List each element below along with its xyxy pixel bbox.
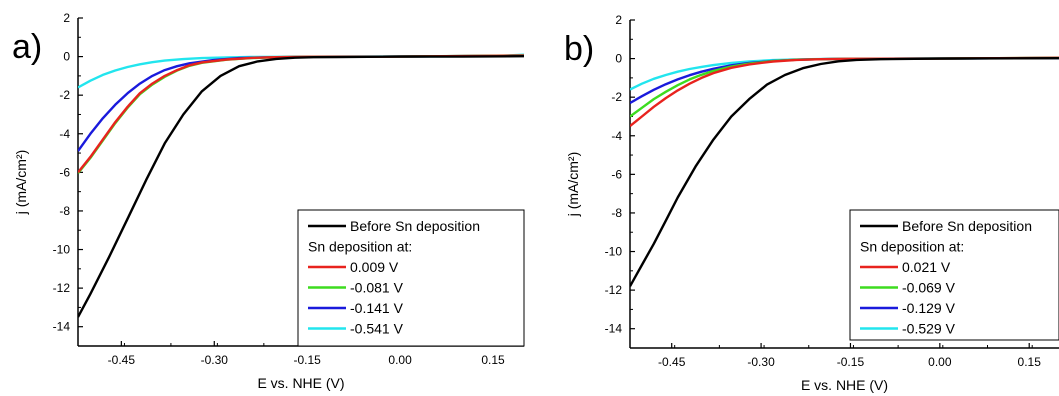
legend-label: Before Sn deposition (902, 218, 1032, 234)
x-tick-label: -0.15 (837, 355, 865, 369)
legend: Before Sn deposition Sn deposition at: 0.0… (297, 209, 525, 347)
legend-label: -0.529 V (902, 321, 956, 337)
y-tick-label: 0 (63, 50, 70, 64)
series-line-1 (78, 54, 524, 174)
legend-label: -0.141 V (350, 300, 404, 316)
x-tick-label: 0.15 (481, 353, 505, 367)
x-axis-title: E vs. NHE (V) (801, 377, 888, 393)
y-tick-label: -4 (611, 129, 622, 143)
series-line-4 (78, 53, 524, 89)
chart-panel-a: a) 2 0 -2 -4 -6 -8 -10 -12 -14 -0.45 -0.30 -0.15 0.00… (12, 11, 525, 391)
x-tick-label: 0.00 (928, 355, 952, 369)
y-tick-label: 2 (63, 11, 70, 25)
legend-subheading: Sn deposition at: (860, 239, 964, 255)
x-tick-label: -0.15 (294, 353, 322, 367)
y-axis-title: j (mA/cm²) (565, 152, 581, 218)
series-line-2 (78, 54, 524, 175)
legend-label: 0.009 V (350, 259, 399, 275)
y-tick-label: -14 (605, 322, 623, 336)
x-tick-label: -0.30 (747, 355, 775, 369)
y-tick-label: -2 (59, 88, 70, 102)
legend-subheading: Sn deposition at: (308, 239, 412, 255)
y-tick-label: -8 (611, 206, 622, 220)
panel-label: b) (564, 30, 594, 68)
legend-label: -0.081 V (350, 280, 404, 296)
series-line-3 (78, 54, 524, 152)
x-tick-label: -0.45 (658, 355, 686, 369)
x-tick-label: -0.30 (201, 353, 229, 367)
y-tick-label: -12 (605, 283, 623, 297)
y-tick-label: 0 (615, 52, 622, 66)
chart-panel-b: b) 2 0 -2 -4 -6 -8 -10 -12 -14 -0.45 -0.30 -0.15 0.00… (564, 13, 1059, 393)
series-line-0 (630, 57, 1059, 287)
legend: Before Sn deposition Sn deposition at: 0.0… (849, 209, 1059, 341)
legend-box (849, 209, 1059, 341)
x-axis-title: E vs. NHE (V) (257, 375, 344, 391)
series-line-2 (630, 56, 1059, 118)
series-line-0 (78, 55, 524, 318)
legend-label: Before Sn deposition (350, 218, 480, 234)
x-tick-label: 0.15 (1018, 355, 1042, 369)
y-tick-label: -12 (53, 281, 71, 295)
legend-label: 0.021 V (902, 259, 951, 275)
panel-label: a) (12, 28, 42, 66)
y-tick-label: 2 (615, 13, 622, 27)
y-tick-label: -4 (59, 127, 70, 141)
y-tick-label: -8 (59, 204, 70, 218)
legend-label: -0.069 V (902, 280, 956, 296)
legend-box (297, 209, 525, 347)
legend-label: -0.541 V (350, 321, 404, 337)
y-tick-label: -2 (611, 90, 622, 104)
y-tick-label: -6 (59, 165, 70, 179)
y-tick-label: -10 (605, 245, 623, 259)
x-tick-label: -0.45 (108, 353, 136, 367)
y-tick-label: -14 (53, 320, 71, 334)
y-axis-title: j (mA/cm²) (13, 150, 29, 216)
y-tick-label: -10 (53, 243, 71, 257)
series-line-1 (630, 56, 1059, 128)
y-tick-label: -6 (611, 167, 622, 181)
x-tick-label: 0.00 (388, 353, 412, 367)
legend-label: -0.129 V (902, 300, 956, 316)
